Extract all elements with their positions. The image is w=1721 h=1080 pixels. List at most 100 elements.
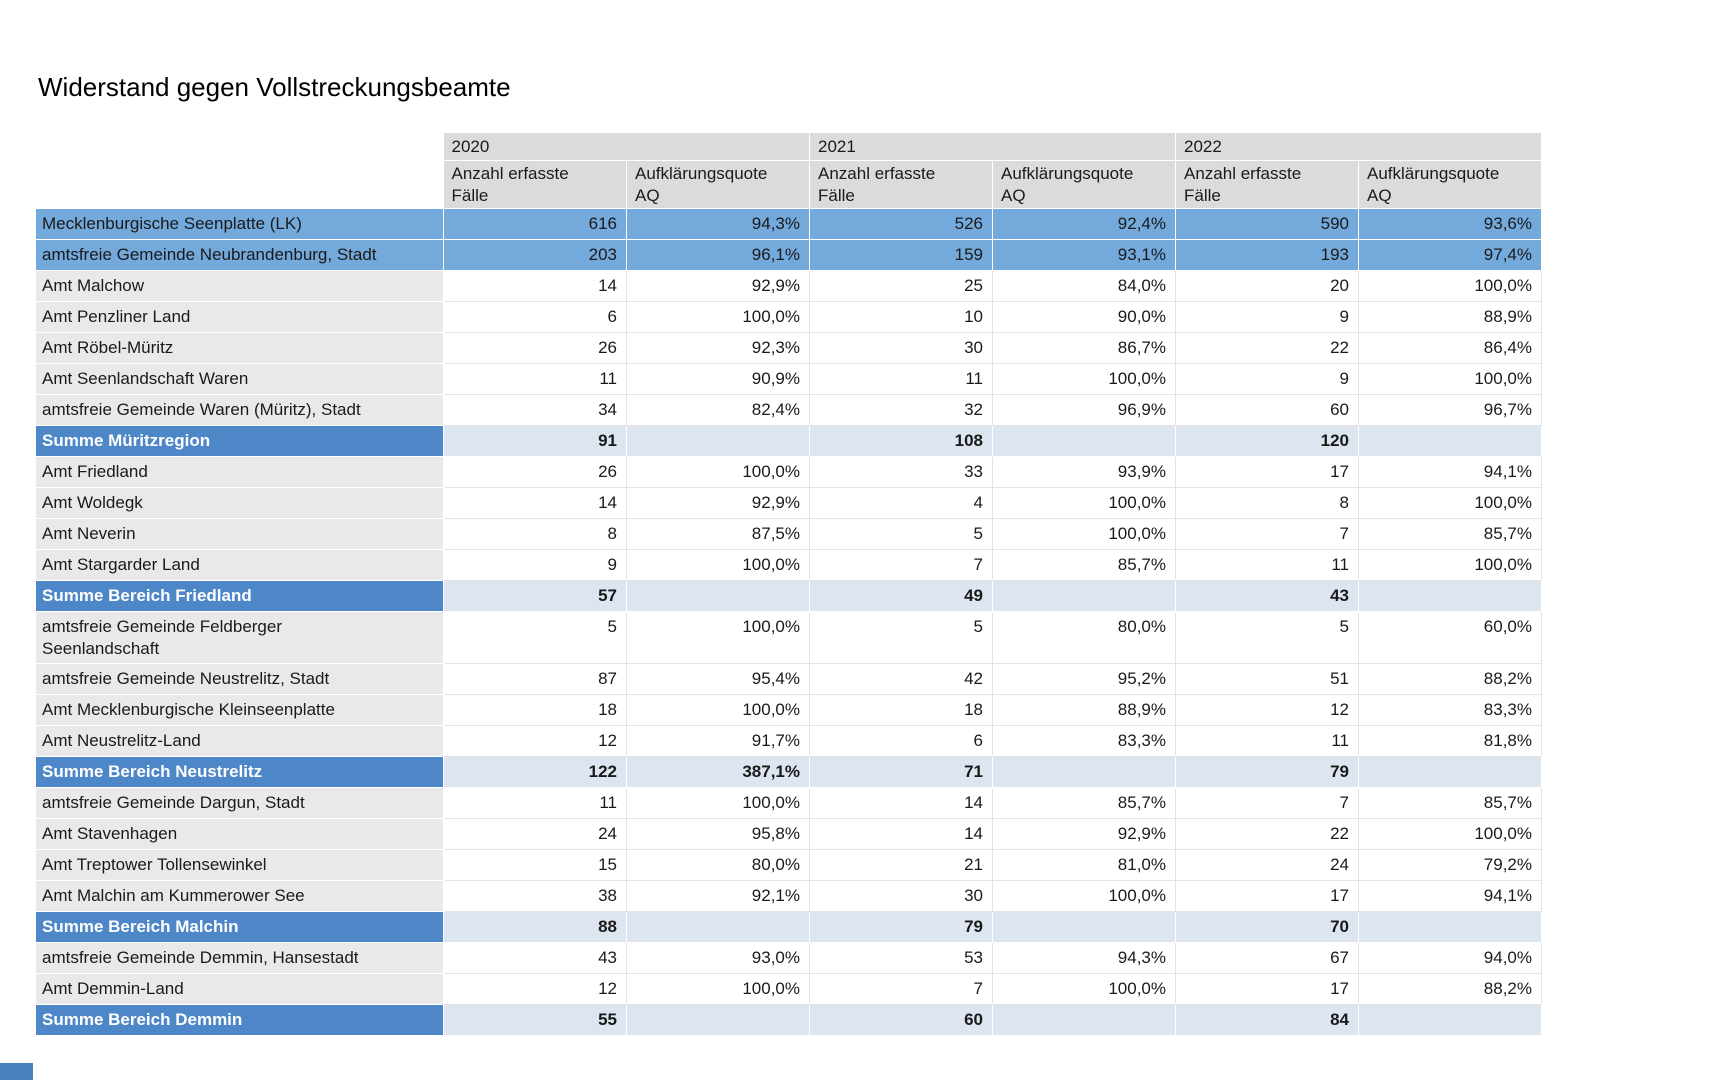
rate-cell: 100,0% xyxy=(1358,549,1542,581)
row-label: Amt Stargarder Land xyxy=(35,549,444,581)
rate-cell: 92,4% xyxy=(992,208,1176,240)
cases-cell: 12 xyxy=(1175,694,1359,726)
cases-cell: 79 xyxy=(809,911,993,943)
cases-cell: 108 xyxy=(809,425,993,457)
table-row: Amt Penzliner Land 6 100,0% 10 90,0% 9 88,9% xyxy=(35,301,1542,333)
column-header-row: Anzahl erfasste Fälle Aufklärungsquote A… xyxy=(35,160,1542,209)
rate-cell xyxy=(992,911,1176,943)
rate-cell: 100,0% xyxy=(626,301,810,333)
cases-cell: 14 xyxy=(809,818,993,850)
cases-cell: 32 xyxy=(809,394,993,426)
rate-cell: 85,7% xyxy=(992,549,1176,581)
rate-cell xyxy=(1358,1004,1542,1036)
rate-cell: 100,0% xyxy=(992,487,1176,519)
cases-cell: 43 xyxy=(443,942,627,974)
cases-cell: 18 xyxy=(809,694,993,726)
col-header-rate-2022: Aufklärungsquote AQ xyxy=(1358,160,1542,209)
cases-cell: 17 xyxy=(1175,456,1359,488)
cases-cell: 38 xyxy=(443,880,627,912)
rate-cell: 95,8% xyxy=(626,818,810,850)
rate-cell: 100,0% xyxy=(626,549,810,581)
cases-cell: 203 xyxy=(443,239,627,271)
row-label: Amt Malchow xyxy=(35,270,444,302)
rate-cell xyxy=(1358,425,1542,457)
cases-cell: 12 xyxy=(443,973,627,1005)
rate-cell: 94,3% xyxy=(992,942,1176,974)
rate-cell xyxy=(626,425,810,457)
year-header-row: 2020 2021 2022 xyxy=(35,132,1542,161)
row-label: Summe Müritzregion xyxy=(35,425,444,457)
rate-cell: 92,3% xyxy=(626,332,810,364)
cases-cell: 11 xyxy=(1175,725,1359,757)
row-label: amtsfreie Gemeinde Waren (Müritz), Stadt xyxy=(35,394,444,426)
summary-row: Summe Bereich Friedland 57 49 43 xyxy=(35,580,1542,612)
cases-cell: 9 xyxy=(443,549,627,581)
cases-cell: 5 xyxy=(809,518,993,550)
rate-cell: 84,0% xyxy=(992,270,1176,302)
cases-cell: 14 xyxy=(443,487,627,519)
row-label: amtsfreie Gemeinde Neubrandenburg, Stadt xyxy=(35,239,444,271)
rate-cell: 94,1% xyxy=(1358,456,1542,488)
cases-cell: 616 xyxy=(443,208,627,240)
row-label: Amt Neverin xyxy=(35,518,444,550)
cases-cell: 22 xyxy=(1175,332,1359,364)
row-label: Amt Stavenhagen xyxy=(35,818,444,850)
cases-cell: 12 xyxy=(443,725,627,757)
rate-cell: 92,9% xyxy=(626,270,810,302)
rate-cell xyxy=(626,911,810,943)
table-row: amtsfreie Gemeinde Neubrandenburg, Stadt… xyxy=(35,239,1542,271)
rate-cell: 100,0% xyxy=(626,787,810,819)
summary-row: Summe Bereich Malchin 88 79 70 xyxy=(35,911,1542,943)
cases-cell: 60 xyxy=(809,1004,993,1036)
cases-cell: 33 xyxy=(809,456,993,488)
cases-cell: 17 xyxy=(1175,880,1359,912)
rate-cell: 81,0% xyxy=(992,849,1176,881)
rate-cell: 100,0% xyxy=(626,456,810,488)
row-label: Summe Bereich Demmin xyxy=(35,1004,444,1036)
rate-cell: 81,8% xyxy=(1358,725,1542,757)
cases-cell: 87 xyxy=(443,663,627,695)
rate-cell xyxy=(992,580,1176,612)
rate-cell: 95,4% xyxy=(626,663,810,695)
cases-cell: 26 xyxy=(443,456,627,488)
table-row: Amt Demmin-Land 12 100,0% 7 100,0% 17 88,2% xyxy=(35,973,1542,1005)
rate-cell xyxy=(626,580,810,612)
cases-cell: 60 xyxy=(1175,394,1359,426)
cases-cell: 70 xyxy=(1175,911,1359,943)
table-row: Amt Malchow 14 92,9% 25 84,0% 20 100,0% xyxy=(35,270,1542,302)
cases-cell: 4 xyxy=(809,487,993,519)
rate-cell: 92,9% xyxy=(992,818,1176,850)
cases-cell: 34 xyxy=(443,394,627,426)
cases-cell: 10 xyxy=(809,301,993,333)
cases-cell: 21 xyxy=(809,849,993,881)
rate-cell: 100,0% xyxy=(626,611,810,664)
rate-cell: 79,2% xyxy=(1358,849,1542,881)
table-row: Amt Stargarder Land 9 100,0% 7 85,7% 11 100,0% xyxy=(35,549,1542,581)
rate-cell: 82,4% xyxy=(626,394,810,426)
row-label: amtsfreie Gemeinde Neustrelitz, Stadt xyxy=(35,663,444,695)
rate-cell: 88,9% xyxy=(992,694,1176,726)
rate-cell: 100,0% xyxy=(1358,487,1542,519)
cases-cell: 18 xyxy=(443,694,627,726)
rate-cell: 88,2% xyxy=(1358,663,1542,695)
table-row: Amt Treptower Tollensewinkel 15 80,0% 21 81,… xyxy=(35,849,1542,881)
cases-cell: 7 xyxy=(809,973,993,1005)
year-header-2022: 2022 xyxy=(1175,132,1542,161)
cases-cell: 17 xyxy=(1175,973,1359,1005)
row-label: Amt Röbel-Müritz xyxy=(35,332,444,364)
rate-cell: 94,1% xyxy=(1358,880,1542,912)
rate-cell: 100,0% xyxy=(626,973,810,1005)
cases-cell: 55 xyxy=(443,1004,627,1036)
rate-cell xyxy=(626,1004,810,1036)
table-row: amtsfreie Gemeinde Waren (Müritz), Stadt… xyxy=(35,394,1542,426)
col-header-label: Aufklärungsquote AQ xyxy=(635,164,768,205)
rate-cell: 80,0% xyxy=(992,611,1176,664)
row-label: Amt Malchin am Kummerower See xyxy=(35,880,444,912)
rate-cell: 85,7% xyxy=(1358,787,1542,819)
row-label: Summe Bereich Neustrelitz xyxy=(35,756,444,788)
rate-cell xyxy=(992,756,1176,788)
rate-cell: 91,7% xyxy=(626,725,810,757)
rate-cell: 100,0% xyxy=(1358,270,1542,302)
table-row: Amt Mecklenburgische Kleinseenplatte 18 10… xyxy=(35,694,1542,726)
col-header-cases-2021: Anzahl erfasste Fälle xyxy=(809,160,993,209)
